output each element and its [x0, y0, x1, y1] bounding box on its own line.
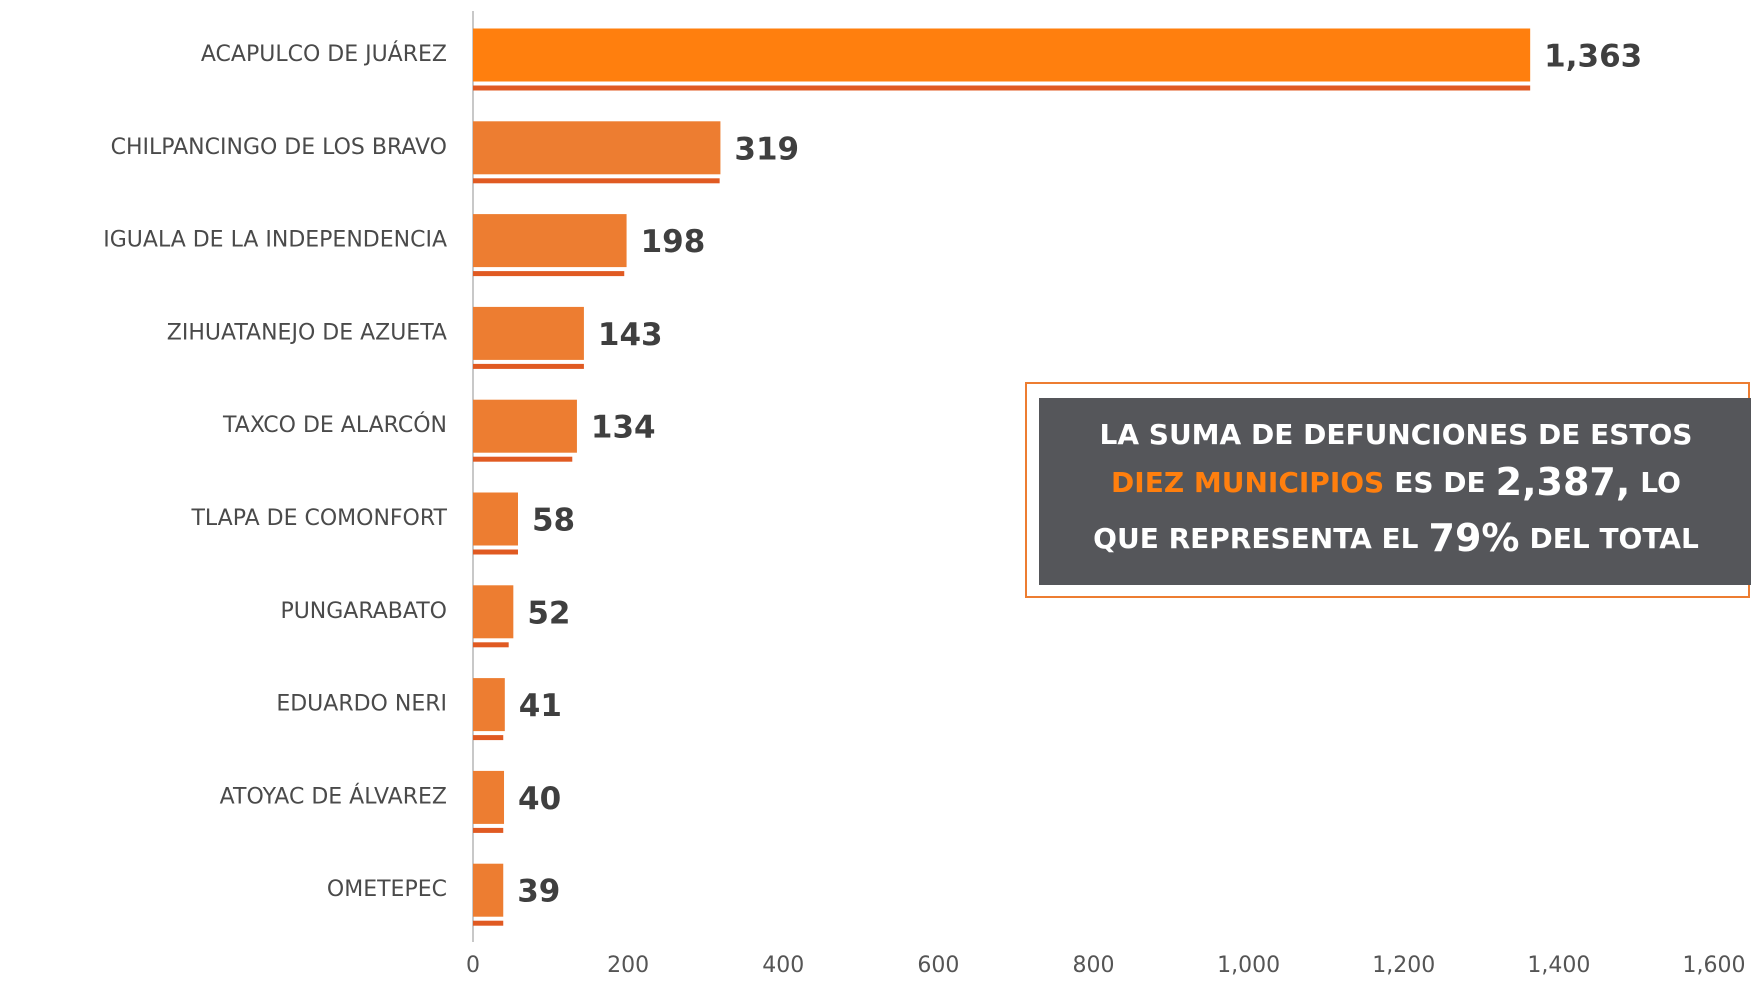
category-label: TLAPA DE COMONFORT: [190, 506, 447, 531]
x-tick-label: 1,400: [1527, 953, 1590, 978]
bar: [473, 770, 505, 824]
x-tick-label: 600: [917, 953, 959, 978]
underline-bar: [473, 920, 504, 926]
value-label: 58: [532, 503, 575, 539]
x-tick-label: 400: [762, 953, 804, 978]
value-label: 52: [527, 595, 570, 631]
bar: [473, 585, 514, 639]
annotation-text: LO: [1640, 466, 1681, 499]
x-tick-label: 1,000: [1217, 953, 1280, 978]
value-label: 41: [519, 688, 562, 724]
underline-bar: [473, 363, 584, 369]
bar: [473, 492, 518, 546]
bar: [473, 121, 721, 175]
value-label: 1,363: [1544, 39, 1642, 75]
underline-bar: [473, 549, 518, 555]
x-tick-label: 800: [1073, 953, 1115, 978]
value-label: 134: [591, 410, 656, 446]
underline-bar: [473, 85, 1531, 91]
bar: [473, 678, 505, 732]
annotation-line: LA SUMA DE DEFUNCIONES DE ESTOS: [1100, 418, 1693, 451]
annotation-number: 79%: [1429, 516, 1520, 560]
underline-bar: [473, 456, 573, 462]
category-label: IGUALA DE LA INDEPENDENCIA: [103, 228, 447, 253]
bar: [473, 28, 1531, 82]
bar: [473, 306, 584, 360]
underline-bar: [473, 178, 720, 184]
bar: [473, 399, 577, 453]
category-label: OMETEPEC: [327, 877, 447, 902]
category-label: ZIHUATANEJO DE AZUETA: [167, 320, 447, 345]
annotation-line: QUE REPRESENTA EL 79% DEL TOTAL: [1093, 516, 1699, 560]
category-label: PUNGARABATO: [280, 599, 447, 624]
bar: [473, 214, 627, 268]
value-label: 39: [517, 874, 560, 910]
x-tick-label: 1,600: [1683, 953, 1746, 978]
value-label: 143: [598, 317, 663, 353]
annotation-text: ES DE: [1394, 466, 1485, 499]
category-label: TAXCO DE ALARCÓN: [222, 412, 447, 438]
annotation-line: DIEZ MUNICIPIOS ES DE 2,387, LO: [1111, 460, 1681, 504]
category-label: ACAPULCO DE JUÁREZ: [201, 41, 447, 67]
category-label: ATOYAC DE ÁLVAREZ: [220, 783, 447, 809]
x-tick-label: 200: [607, 953, 649, 978]
bar: [473, 863, 504, 917]
category-label: EDUARDO NERI: [276, 692, 447, 717]
annotation-box: [1039, 398, 1751, 585]
underline-bar: [473, 271, 625, 277]
underline-bar: [473, 827, 504, 833]
x-tick-label: 1,200: [1372, 953, 1435, 978]
x-tick-label: 0: [466, 953, 480, 978]
value-label: 319: [734, 131, 799, 167]
annotation-number: 2,387,: [1496, 460, 1631, 504]
annotation-text: QUE REPRESENTA EL: [1093, 522, 1419, 555]
underline-bar: [473, 735, 504, 741]
value-label: 198: [641, 224, 706, 260]
annotation-highlight: DIEZ MUNICIPIOS: [1111, 466, 1384, 499]
annotation-text: LA SUMA DE DEFUNCIONES DE ESTOS: [1100, 418, 1693, 451]
category-label: CHILPANCINGO DE LOS BRAVO: [111, 135, 447, 160]
underline-bar: [473, 642, 509, 648]
annotation-text: DEL TOTAL: [1530, 522, 1699, 555]
value-label: 40: [518, 781, 561, 817]
